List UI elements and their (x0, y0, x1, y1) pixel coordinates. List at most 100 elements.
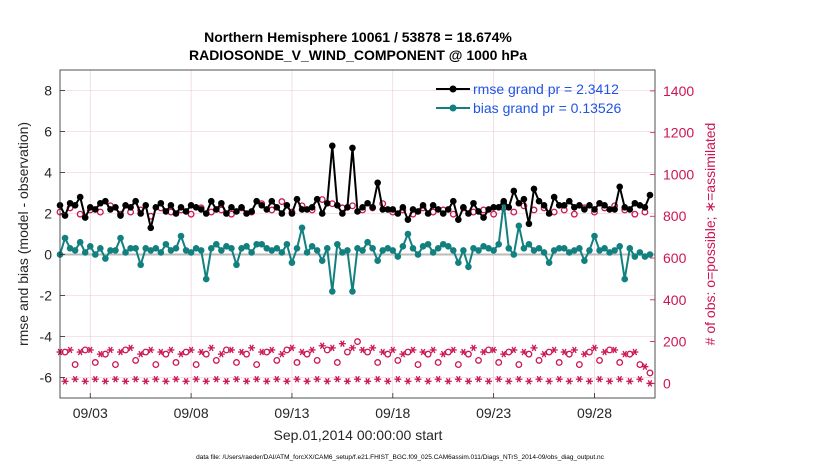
obs-assimilated-point (303, 377, 311, 385)
obs-possible-point (91, 359, 99, 366)
bias-point (455, 259, 462, 267)
obs-assimilated-point (490, 346, 498, 354)
rmse-point (596, 199, 603, 207)
rmse-point (207, 197, 215, 205)
obs-possible-point (162, 350, 170, 358)
rmse-point (132, 197, 139, 205)
bias-point (318, 257, 326, 264)
obs-assimilated-stroke (299, 348, 305, 356)
obs-assimilated-point (621, 350, 629, 358)
bias-point (565, 249, 573, 256)
right-axis: 0 200 400 600 800 1000 1200 1400 (650, 83, 694, 391)
chart-title: Northern Hemisphere 10061 / 53878 = 18.6… (204, 29, 512, 45)
obs-assimilated-point (127, 344, 135, 352)
rmse-point (147, 224, 155, 232)
obs-assimilated-stroke (476, 375, 481, 383)
bias-point (192, 245, 200, 252)
rmse-point (66, 199, 74, 207)
obs-assimilated-stroke (214, 375, 219, 383)
bias-point (480, 243, 487, 250)
rmse-point (303, 206, 311, 213)
obs-possible-point (313, 356, 321, 364)
bias-point (137, 261, 144, 269)
rmse-point (470, 199, 477, 207)
rmse-point (97, 199, 104, 207)
obs-assimilated-point (374, 375, 382, 383)
left-tick-label: 2 (44, 206, 52, 222)
left-tick-label: -4 (40, 329, 53, 345)
obs-assimilated-stroke (577, 375, 582, 383)
obs-assimilated-point (338, 340, 346, 348)
rmse-point (293, 195, 301, 203)
rmse-point (369, 204, 376, 211)
bias-point (172, 245, 180, 252)
obs-assimilated-point (268, 346, 276, 354)
obs-assimilated-stroke (471, 344, 476, 352)
obs-possible-point (182, 348, 190, 356)
obs-possible-point (570, 210, 578, 218)
obs-assimilated-point (343, 377, 351, 385)
obs-assimilated-point (359, 346, 367, 354)
obs-assimilated-point (464, 377, 472, 385)
bias-point (520, 245, 528, 252)
obs-assimilated-stroke (456, 375, 461, 383)
obs-assimilated-stroke (582, 350, 587, 358)
obs-assimilated-point (424, 377, 432, 385)
rmse-point (213, 206, 220, 213)
obs-assimilated-stroke (481, 348, 486, 356)
rmse-point (530, 185, 538, 193)
rmse-point (450, 197, 457, 205)
obs-assimilated-point (132, 375, 140, 383)
obs-assimilated-stroke (355, 375, 360, 383)
rmse-point (424, 210, 432, 217)
rmse-point (500, 197, 508, 205)
rmse-point (439, 210, 447, 217)
rmse-point (283, 202, 291, 209)
obs-possible-point (132, 356, 140, 364)
rmse-point (616, 183, 624, 191)
rmse-point (313, 195, 321, 203)
rmse-point (490, 204, 497, 211)
rmse-point (485, 206, 492, 213)
obs-assimilated-stroke (385, 377, 391, 385)
obs-assimilated-stroke (430, 346, 436, 354)
right-tick-label: 1400 (663, 83, 694, 99)
x-axis-label: Sep.01,2014 00:00:00 start (274, 427, 443, 443)
obs-assimilated-stroke (496, 375, 501, 383)
obs-assimilated-stroke (289, 344, 295, 352)
rmse-point (268, 197, 276, 205)
obs-possible-point (273, 356, 281, 364)
obs-assimilated-stroke (329, 344, 335, 352)
bias-point (303, 249, 311, 256)
obs-assimilated-point (585, 377, 593, 385)
x-tick-label: 09/18 (375, 405, 410, 421)
obs-assimilated-point (404, 377, 412, 385)
obs-assimilated-point (575, 375, 583, 383)
obs-assimilated-point (540, 350, 548, 358)
bias-point (571, 247, 578, 254)
bias-point (550, 247, 558, 254)
obs-possible-point (565, 350, 573, 358)
obs-assimilated-stroke (208, 344, 214, 352)
bias-point (283, 240, 291, 248)
obs-possible-point (303, 350, 311, 358)
obs-assimilated-stroke (188, 346, 194, 354)
rmse-point (328, 142, 336, 150)
obs-assimilated-point (348, 344, 356, 352)
rmse-point (76, 193, 84, 201)
obs-assimilated-point (636, 375, 644, 383)
rmse-point (107, 206, 114, 213)
obs-assimilated-point (147, 346, 155, 354)
obs-possible-point (187, 210, 195, 218)
rmse-point (545, 210, 553, 217)
obs-assimilated-point (525, 377, 533, 385)
obs-assimilated-point (162, 377, 170, 385)
obs-assimilated-point (560, 348, 568, 356)
bias-point (197, 247, 205, 254)
obs-assimilated-point (111, 375, 119, 383)
bias-point (349, 288, 356, 295)
plot-frame (59, 69, 656, 399)
bias-point (576, 245, 583, 252)
obs-assimilated-point (641, 363, 649, 371)
obs-assimilated-point (565, 377, 573, 385)
